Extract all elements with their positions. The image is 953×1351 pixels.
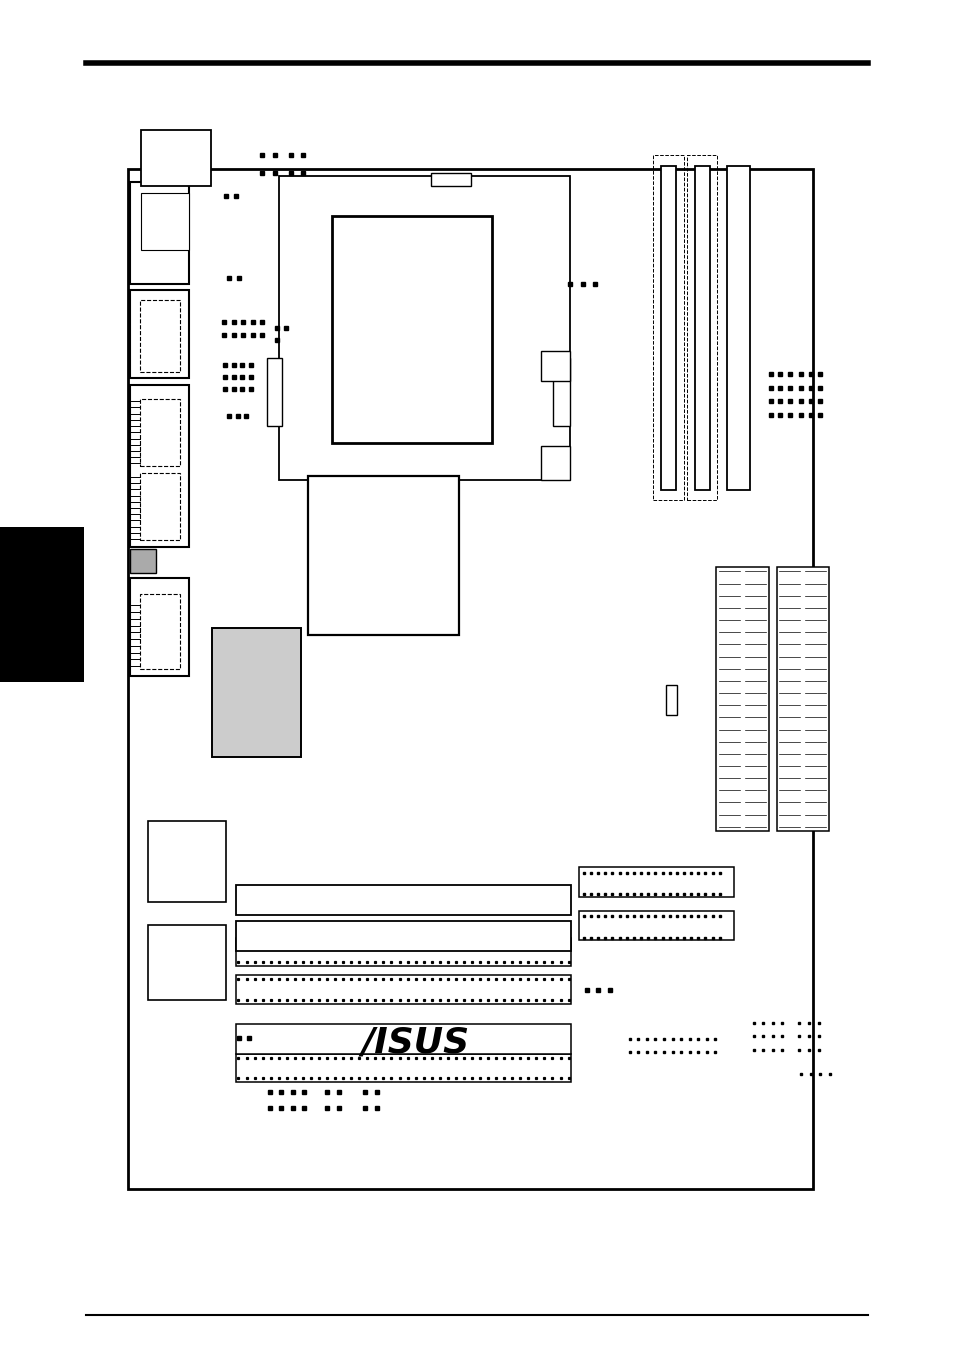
- Bar: [776, 567, 828, 831]
- Bar: [553, 358, 569, 426]
- Bar: [665, 685, 677, 715]
- Bar: [235, 921, 571, 951]
- Text: /ISUS: /ISUS: [361, 1025, 470, 1061]
- Bar: [308, 476, 458, 635]
- Bar: [130, 182, 189, 284]
- Bar: [140, 473, 180, 540]
- Bar: [130, 578, 189, 676]
- Bar: [726, 166, 749, 490]
- Bar: [235, 975, 571, 1004]
- Bar: [653, 155, 683, 500]
- Bar: [148, 925, 226, 1000]
- Bar: [141, 130, 211, 186]
- Bar: [578, 867, 733, 897]
- Bar: [716, 567, 768, 831]
- Bar: [578, 911, 733, 940]
- Bar: [140, 300, 180, 372]
- Bar: [130, 385, 189, 547]
- Bar: [540, 446, 569, 480]
- Bar: [140, 399, 180, 466]
- Bar: [212, 628, 300, 757]
- Bar: [694, 166, 709, 490]
- Bar: [278, 176, 569, 480]
- Bar: [141, 193, 189, 250]
- Bar: [267, 358, 282, 426]
- Bar: [235, 1054, 571, 1082]
- Bar: [128, 169, 812, 1189]
- Bar: [235, 938, 571, 966]
- Bar: [332, 216, 492, 443]
- Bar: [140, 594, 180, 669]
- Bar: [130, 290, 189, 378]
- Bar: [235, 1024, 571, 1054]
- Bar: [540, 351, 569, 381]
- Bar: [431, 173, 471, 186]
- Bar: [686, 155, 717, 500]
- Bar: [130, 549, 156, 573]
- Bar: [0, 527, 84, 682]
- Bar: [235, 885, 571, 915]
- Bar: [148, 821, 226, 902]
- Bar: [660, 166, 676, 490]
